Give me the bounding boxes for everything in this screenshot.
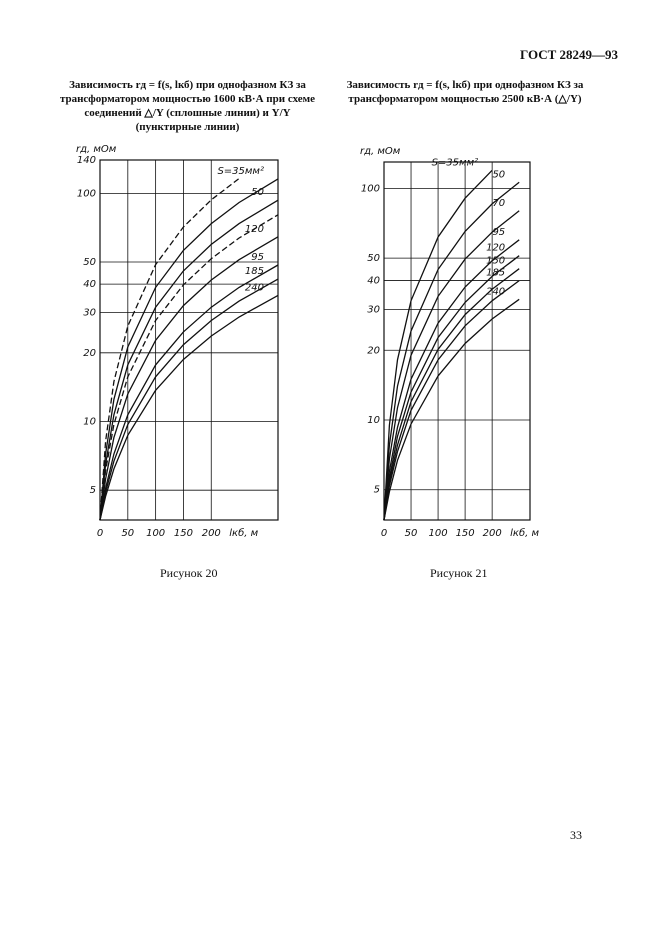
figure-caption: Рисунок 21 — [430, 566, 488, 580]
series-line — [99, 278, 279, 521]
series-line — [383, 239, 520, 521]
series-label: 50 — [492, 169, 505, 180]
series-label: 240 — [486, 286, 505, 297]
page-number: 33 — [570, 828, 582, 842]
y-axis-label: rд, мОм — [76, 144, 117, 155]
series-line — [383, 181, 520, 521]
figure-title: Зависимость rд = f(s, lкб) при однофазно… — [346, 79, 584, 105]
x-tick-label: 100 — [429, 528, 448, 539]
y-axis-label: rд, мОм — [360, 146, 401, 157]
figure-caption: Рисунок 20 — [160, 566, 218, 580]
x-tick-label: 200 — [483, 528, 502, 539]
doc-header: ГОСТ 28249—93 — [520, 47, 619, 62]
y-tick-label: 100 — [77, 188, 96, 199]
series-line — [99, 236, 279, 521]
x-tick-label: 50 — [121, 528, 134, 539]
series-label: 95 — [492, 227, 505, 238]
y-tick-label: 40 — [367, 276, 380, 287]
series-label: 70 — [492, 198, 505, 209]
y-tick-label: 140 — [77, 155, 96, 166]
x-tick-label: 150 — [456, 528, 475, 539]
y-tick-label: 20 — [367, 345, 380, 356]
series-label: 150 — [486, 256, 505, 267]
series-line — [99, 294, 279, 521]
plot-frame — [383, 161, 531, 521]
x-axis-label: lкб, м — [510, 527, 539, 539]
series-label: 185 — [245, 266, 264, 277]
x-tick-label: 0 — [97, 528, 103, 539]
series-line — [99, 199, 279, 521]
y-tick-label: 5 — [374, 485, 380, 496]
series-label: 185 — [486, 268, 505, 279]
x-tick-label: 100 — [146, 528, 165, 539]
figure-title: Зависимость rд = f(s, lкб) при однофазно… — [59, 79, 316, 133]
series-line — [99, 178, 279, 521]
x-tick-label: 50 — [405, 528, 418, 539]
series-line — [383, 210, 520, 521]
series-line — [99, 264, 279, 521]
series-line — [99, 177, 240, 521]
y-tick-label: 50 — [83, 257, 96, 268]
x-tick-label: 200 — [202, 528, 221, 539]
y-tick-label: 40 — [83, 279, 96, 290]
series-line — [99, 214, 279, 521]
series-label: S=35мм² — [432, 157, 479, 168]
y-tick-label: 100 — [361, 183, 380, 194]
y-tick-label: 10 — [367, 415, 380, 426]
series-line — [383, 280, 520, 521]
series-line — [383, 268, 520, 521]
series-label: 95 — [251, 252, 264, 263]
series-line — [383, 255, 520, 521]
series-label: 240 — [245, 282, 264, 293]
series-line — [383, 298, 520, 521]
y-tick-label: 10 — [83, 416, 96, 427]
y-tick-label: 30 — [83, 308, 96, 319]
x-tick-label: 150 — [174, 528, 193, 539]
y-tick-label: 30 — [367, 304, 380, 315]
y-tick-label: 50 — [367, 253, 380, 264]
x-axis-label: lкб, м — [229, 527, 258, 539]
x-tick-label: 0 — [381, 528, 387, 539]
y-tick-label: 5 — [90, 485, 96, 496]
y-tick-label: 20 — [83, 348, 96, 359]
series-label: 50 — [251, 187, 264, 198]
series-label: 120 — [486, 243, 505, 254]
series-label: S=35мм² — [217, 166, 264, 177]
series-line — [383, 169, 493, 521]
